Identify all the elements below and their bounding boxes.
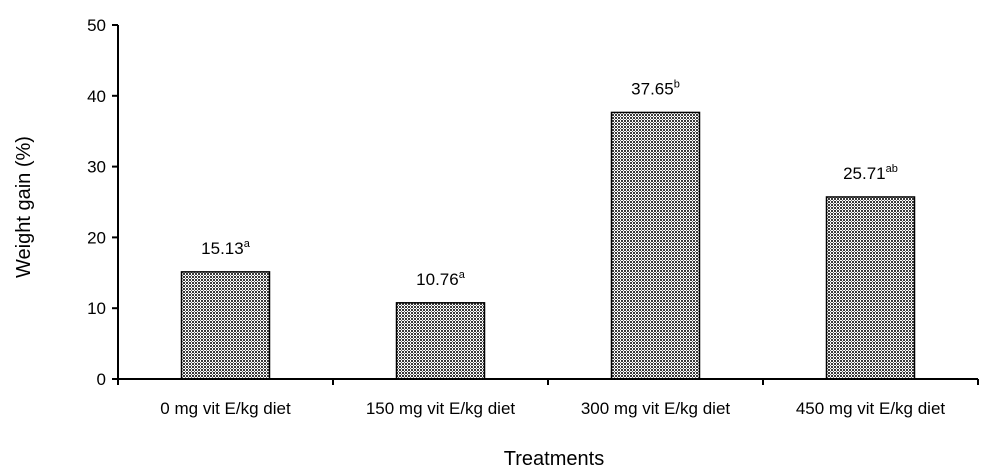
significance-letter: a xyxy=(459,269,466,281)
x-ticks: 0 mg vit E/kg diet 150 mg vit E/kg diet 30… xyxy=(117,379,979,418)
x-tick-label: 300 mg vit E/kg diet xyxy=(581,399,731,418)
y-tick-label: 20 xyxy=(87,228,106,247)
y-tick-label: 0 xyxy=(97,370,106,389)
data-label: 37.65b xyxy=(631,78,680,98)
data-label: 10.76a xyxy=(416,269,466,289)
y-tick-label: 40 xyxy=(87,87,106,106)
bar xyxy=(825,196,916,380)
data-label: 15.13a xyxy=(201,238,251,258)
y-tick-label: 30 xyxy=(87,158,106,177)
bar xyxy=(395,302,486,380)
x-tick-label: 150 mg vit E/kg diet xyxy=(366,399,516,418)
significance-letter: a xyxy=(244,238,251,250)
y-tick-label: 50 xyxy=(87,16,106,35)
significance-letter: ab xyxy=(886,163,898,175)
x-tick-label: 0 mg vit E/kg diet xyxy=(160,399,291,418)
x-axis-title: Treatments xyxy=(504,448,604,470)
significance-letter: b xyxy=(674,78,680,90)
bar xyxy=(180,271,271,380)
bar xyxy=(610,111,701,380)
y-ticks: 0 10 20 30 40 50 xyxy=(87,16,118,389)
data-label: 25.71ab xyxy=(843,163,898,183)
y-axis-title: Weight gain (%) xyxy=(13,136,35,278)
data-labels: 15.13a 10.76a 37.65b 25.71ab xyxy=(201,78,898,288)
y-tick-label: 10 xyxy=(87,299,106,318)
x-tick-label: 450 mg vit E/kg diet xyxy=(796,399,946,418)
bars-layer xyxy=(180,111,916,380)
